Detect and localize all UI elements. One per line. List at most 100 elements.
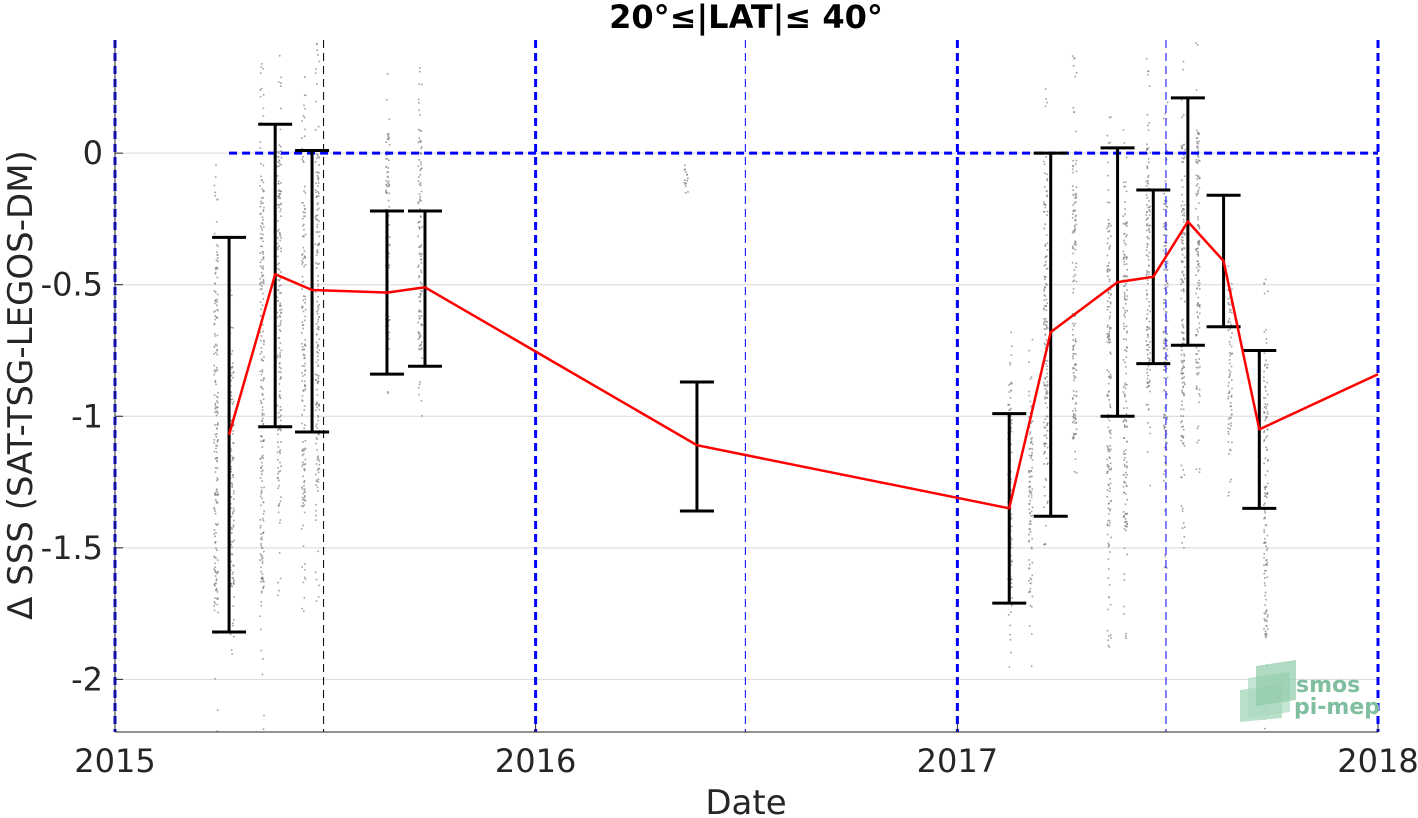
scatter-point [303,354,306,357]
scatter-point [279,470,282,472]
scatter-point [1197,282,1199,284]
scatter-point [421,415,423,417]
scatter-point [230,391,233,393]
scatter-point [1265,328,1267,331]
scatter-point [420,163,422,166]
scatter-point [1124,395,1126,398]
scatter-point [1075,471,1078,474]
scatter-point [1028,469,1030,472]
scatter-point [1046,500,1049,503]
scatter-point [1264,364,1266,367]
scatter-point [1145,57,1148,60]
scatter-point [1108,646,1111,648]
scatter-point [278,502,281,505]
scatter-point [259,370,262,373]
scatter-point [1031,547,1033,550]
scatter-point [303,348,306,351]
scatter-point [1074,338,1077,340]
scatter-point [1107,507,1109,510]
scatter-point [301,465,303,468]
scatter-point [1199,288,1201,290]
scatter-point [276,316,279,319]
scatter-point [1147,357,1149,359]
scatter-point [1197,147,1199,150]
scatter-point [1123,338,1125,340]
scatter-point [1198,244,1200,246]
scatter-point [1044,445,1046,447]
scatter-point [421,283,423,286]
scatter-point [1075,353,1077,355]
scatter-point [280,377,282,379]
scatter-point [1043,210,1046,213]
scatter-point [301,288,303,290]
scatter-point [216,427,218,430]
scatter-point [1263,411,1266,413]
scatter-point [1198,187,1201,189]
scatter-point [1106,300,1109,303]
scatter-point [1180,283,1182,285]
scatter-point [1010,381,1012,384]
scatter-point [302,295,305,297]
scatter-point [261,573,264,575]
scatter-point [214,535,216,538]
scatter-point [301,305,303,308]
scatter-point [279,235,282,237]
scatter-point [1046,376,1048,378]
scatter-point [230,649,233,651]
scatter-point [1183,157,1185,160]
scatter-point [1148,224,1150,227]
scatter-point [229,385,232,387]
scatter-point [1180,505,1183,507]
scatter-point [279,500,282,503]
scatter-point [316,223,319,226]
scatter-point [1010,389,1013,392]
scatter-point [1126,425,1128,428]
scatter-point [1106,369,1108,371]
scatter-point [1072,397,1074,399]
scatter-point [213,533,215,535]
scatter-point [1184,232,1186,234]
scatter-point [419,200,421,202]
scatter-point [263,206,265,209]
scatter-point [387,315,390,318]
scatter-point [302,492,304,495]
scatter-point [1197,296,1200,299]
scatter-point [684,192,687,194]
scatter-point [230,394,233,397]
scatter-point [1075,390,1078,393]
scatter-point [1148,408,1150,411]
scatter-point [1044,344,1047,346]
error-bars [212,96,1277,634]
scatter-point [1198,358,1200,360]
scatter-point [1163,226,1165,228]
scatter-point [1146,371,1148,374]
scatter-point [1123,242,1126,244]
scatter-point [215,414,218,417]
scatter-point [216,589,218,591]
scatter-point [315,442,317,445]
scatter-point [259,141,262,143]
scatter-point [1165,269,1168,271]
scatter-point [1182,208,1184,210]
scatter-point [233,457,235,459]
scatter-point [1164,113,1166,115]
scatter-point [262,94,265,96]
scatter-point [1046,372,1048,375]
scatter-point [418,137,420,139]
scatter-point [302,261,304,264]
scatter-point [1108,502,1110,504]
scatter-point [1197,253,1199,255]
scatter-point [1164,555,1167,558]
scatter-point [304,388,307,390]
scatter-point [260,581,262,583]
scatter-point [318,192,320,195]
scatter-point [304,344,306,346]
scatter-point [1166,393,1168,395]
scatter-point [1074,215,1077,218]
scatter-point [687,191,689,193]
scatter-point [302,211,305,213]
scatter-point [277,581,279,584]
scatter-point [316,438,318,440]
scatter-point [1073,367,1076,370]
scatter-point [279,324,282,326]
